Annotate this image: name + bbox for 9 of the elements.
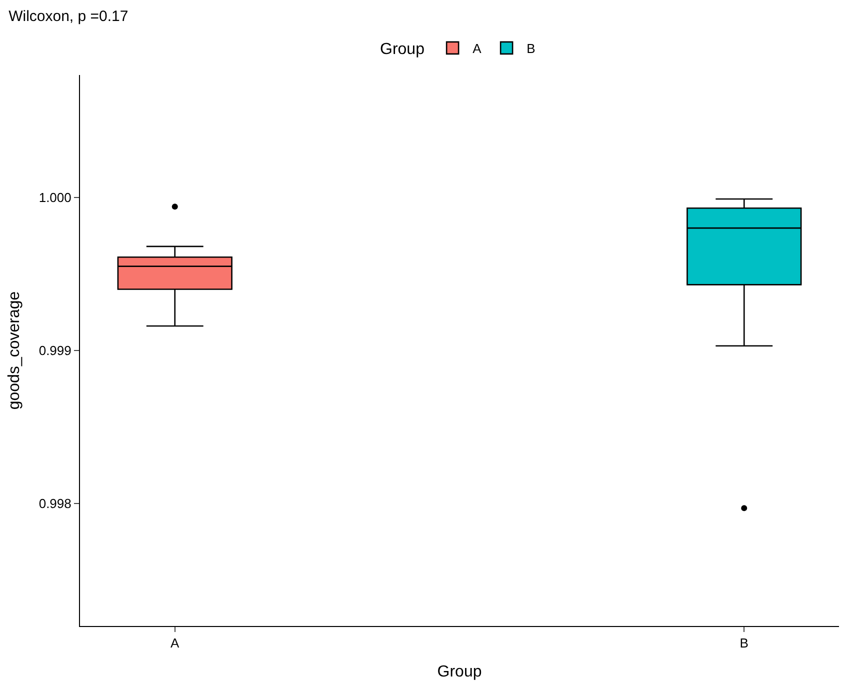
legend-label: B [526,41,536,56]
x-axis-title: Group [437,663,482,680]
y-tick-label: 0.998 [38,496,72,512]
chart-title: Wilcoxon, p =0.17 [8,8,128,25]
y-tick-label: 1.000 [38,190,72,205]
legend-label: A [472,41,482,56]
y-axis-title: goods_coverage [6,291,23,410]
y-tick-label: 0.999 [38,343,72,358]
legend-title: Group [380,40,425,58]
